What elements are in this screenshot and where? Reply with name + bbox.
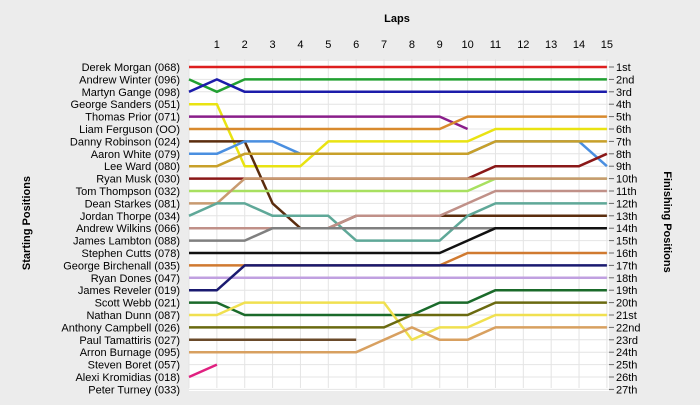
series-line	[189, 189, 607, 230]
start-position-label: Aaron White (079)	[91, 149, 180, 161]
y-axis-left-label: Starting Positions	[21, 176, 33, 270]
finish-position-label: 25th	[616, 360, 637, 372]
start-position-label: Andrew Winter (096)	[79, 74, 180, 86]
start-position-label: Jordan Thorpe (034)	[80, 211, 180, 223]
lap-ticks: 1 2 3 4 5 6 7 8 9 10 11 12 13 14 15	[214, 39, 613, 51]
start-position-label: Tom Thompson (032)	[76, 186, 180, 198]
start-position-label: Stephen Cutts (078)	[82, 248, 180, 260]
finish-position-label: 20th	[616, 298, 637, 310]
finish-position-label: 15th	[616, 236, 637, 248]
start-position-label: Andrew Wilkins (066)	[76, 223, 180, 235]
lap-tick-label: 12	[517, 39, 529, 51]
series-line	[188, 202, 607, 242]
start-position-label: Alexi Kromidias (018)	[75, 372, 180, 384]
start-position-label: Nathan Dunn (087)	[86, 310, 180, 322]
series-line	[189, 140, 607, 168]
lap-tick-label: 14	[573, 39, 585, 51]
finish-position-label: 1st	[616, 62, 631, 74]
start-labels: Derek Morgan (068)Andrew Winter (096)Mar…	[61, 62, 180, 396]
finish-position-label: 18th	[616, 273, 637, 285]
lap-tick-label: 1	[214, 39, 220, 51]
finish-position-label: 2nd	[616, 74, 634, 86]
finish-position-label: 14th	[616, 223, 637, 235]
finish-position-label: 6th	[616, 124, 631, 136]
series-line	[189, 301, 607, 329]
series-line	[189, 326, 607, 354]
finish-position-label: 27th	[616, 384, 637, 396]
start-position-label: Anthony Campbell (026)	[61, 322, 180, 334]
series-line	[188, 363, 218, 379]
series-line	[189, 264, 607, 292]
start-position-label: Thomas Prior (071)	[85, 112, 180, 124]
finish-position-label: 26th	[616, 372, 637, 384]
start-position-label: Liam Ferguson (OO)	[79, 124, 180, 136]
start-position-label: Peter Turney (033)	[88, 384, 180, 396]
finish-position-label: 23rd	[616, 335, 638, 347]
lap-tick-label: 15	[601, 39, 613, 51]
finish-position-label: 10th	[616, 174, 637, 186]
start-position-label: Scott Webb (021)	[95, 298, 180, 310]
series-line	[189, 115, 469, 131]
finish-position-label: 16th	[616, 248, 637, 260]
finish-position-label: 3rd	[616, 87, 632, 99]
start-position-label: Danny Robinson (024)	[70, 136, 180, 148]
lap-tick-label: 8	[409, 39, 415, 51]
finish-position-label: 19th	[616, 285, 637, 297]
lap-tick-label: 4	[297, 39, 303, 51]
start-position-label: James Reveler (019)	[78, 285, 180, 297]
series-line	[188, 78, 607, 94]
start-position-label: Steven Boret (057)	[88, 360, 180, 372]
lap-tick-label: 5	[325, 39, 331, 51]
start-position-label: George Birchenall (035)	[63, 260, 180, 272]
series-line	[189, 226, 607, 255]
start-position-label: James Lambton (088)	[73, 236, 180, 248]
finish-position-label: 24th	[616, 347, 637, 359]
finish-position-label: 5th	[616, 112, 631, 124]
lap-tick-label: 3	[270, 39, 276, 51]
start-position-label: Derek Morgan (068)	[82, 62, 180, 74]
series-lines	[188, 65, 608, 379]
plot-area	[189, 61, 609, 391]
start-position-label: Dean Starkes (081)	[85, 198, 180, 210]
start-position-label: Lee Ward (080)	[104, 161, 180, 173]
start-position-label: George Sanders (051)	[71, 99, 180, 111]
finish-position-label: 13th	[616, 211, 637, 223]
finish-position-label: 22nd	[616, 322, 640, 334]
y-axis-right-label: Finishing Positions	[661, 171, 673, 272]
chart-title: Laps	[384, 13, 410, 25]
finish-position-label: 11th	[616, 186, 637, 198]
start-position-label: Arron Burnage (095)	[80, 347, 180, 359]
lap-tick-label: 6	[353, 39, 359, 51]
lap-tick-label: 9	[437, 39, 443, 51]
start-position-label: Ryan Dones (047)	[91, 273, 180, 285]
start-position-label: Ryan Musk (030)	[96, 174, 180, 186]
finish-position-label: 7th	[616, 136, 631, 148]
lap-tick-label: 13	[545, 39, 557, 51]
finish-position-label: 8th	[616, 149, 631, 161]
finish-position-label: 9th	[616, 161, 631, 173]
series-line	[188, 78, 607, 94]
lap-tick-label: 10	[461, 39, 473, 51]
series-line	[189, 288, 607, 317]
start-position-label: Paul Tamattiris (027)	[79, 335, 180, 347]
lap-tick-label: 7	[381, 39, 387, 51]
start-position-label: Martyn Gange (098)	[82, 87, 180, 99]
finish-position-label: 17th	[616, 260, 637, 272]
lap-tick-label: 2	[242, 39, 248, 51]
finish-position-label: 4th	[616, 99, 631, 111]
finish-position-label: 21st	[616, 310, 637, 322]
lap-tick-label: 11	[490, 39, 501, 51]
series-line	[189, 102, 607, 168]
series-line	[189, 177, 607, 205]
series-line	[189, 115, 607, 131]
finish-position-label: 12th	[616, 198, 637, 210]
finish-labels: 1st2nd3rd4th5th6th7th8th9th10th11th12th1…	[609, 62, 640, 396]
